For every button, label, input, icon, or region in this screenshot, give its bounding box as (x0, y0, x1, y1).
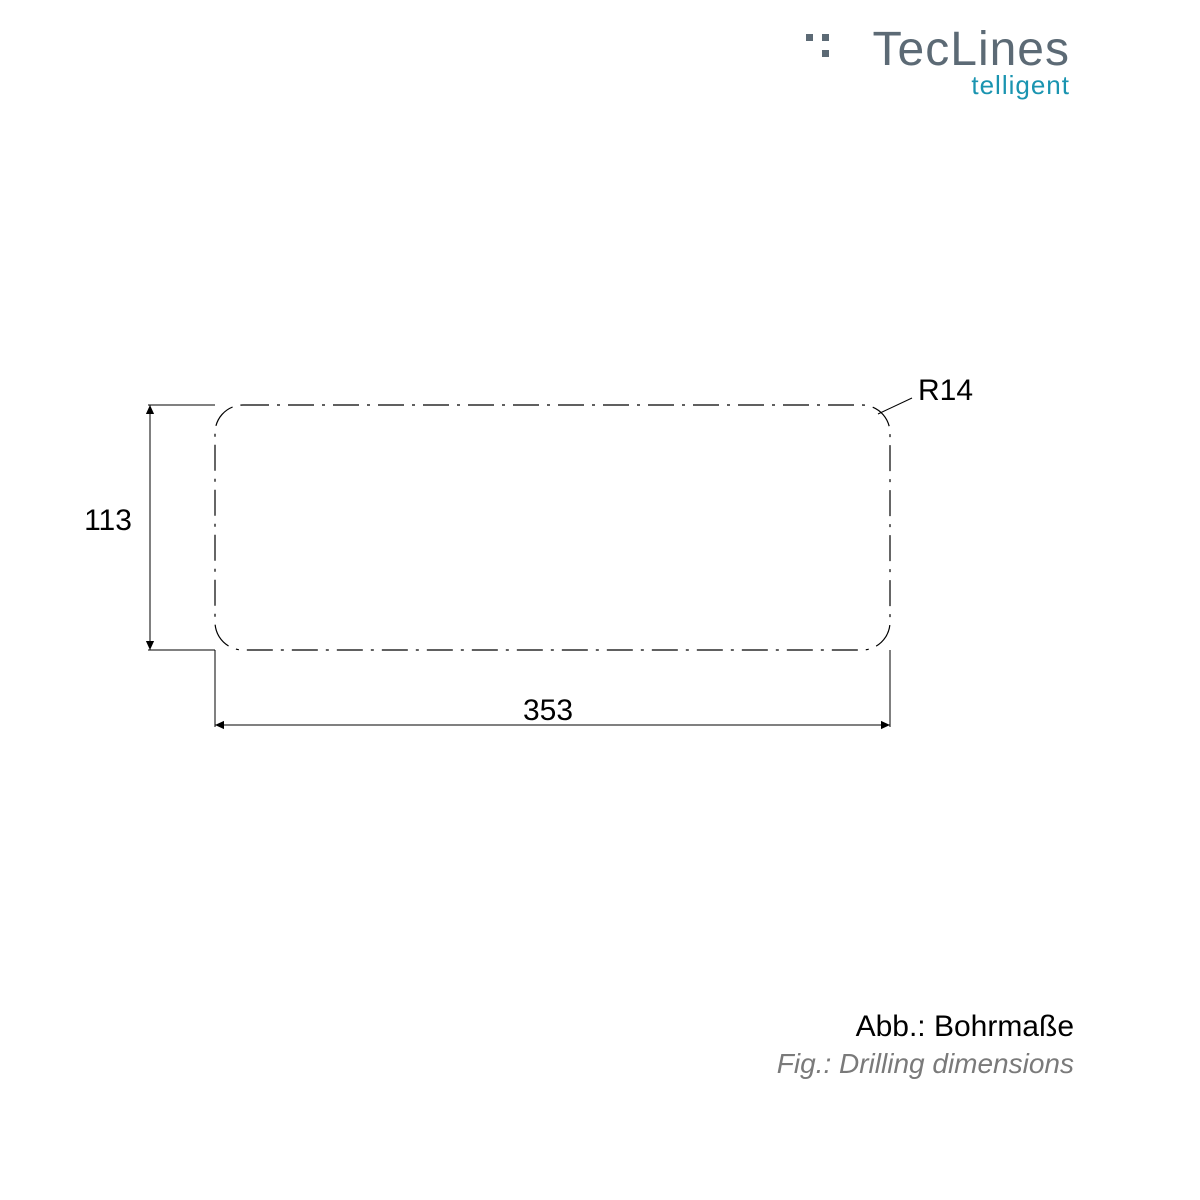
radius-leader (878, 398, 912, 414)
cutout-outline (215, 405, 890, 650)
dim-label-height: 113 (84, 504, 132, 537)
dim-arrow (881, 721, 890, 729)
dim-arrow (215, 721, 224, 729)
dim-arrow (146, 405, 154, 414)
dim-label-radius: R14 (918, 374, 973, 407)
dim-arrow (146, 641, 154, 650)
technical-drawing: 113 353 R14 (0, 0, 1200, 1200)
dim-label-width: 353 (523, 694, 573, 727)
